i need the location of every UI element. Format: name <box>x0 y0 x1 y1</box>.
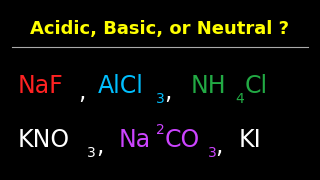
Text: KNO: KNO <box>18 128 70 152</box>
Text: ,: , <box>97 134 104 158</box>
Text: Acidic, Basic, or Neutral ?: Acidic, Basic, or Neutral ? <box>30 20 290 38</box>
Text: NH: NH <box>191 74 227 98</box>
Text: 2: 2 <box>156 123 165 137</box>
Text: Na: Na <box>118 128 150 152</box>
Text: NaF: NaF <box>18 74 64 98</box>
Text: CO: CO <box>164 128 200 152</box>
Text: AlCl: AlCl <box>98 74 144 98</box>
Text: 4: 4 <box>236 92 244 106</box>
Text: 3: 3 <box>208 146 217 160</box>
Text: ,: , <box>164 80 172 104</box>
Text: ,: , <box>78 80 85 104</box>
Text: 3: 3 <box>87 146 96 160</box>
Text: KI: KI <box>239 128 261 152</box>
Text: 3: 3 <box>156 92 165 106</box>
Text: Cl: Cl <box>245 74 268 98</box>
Text: ,: , <box>215 134 222 158</box>
